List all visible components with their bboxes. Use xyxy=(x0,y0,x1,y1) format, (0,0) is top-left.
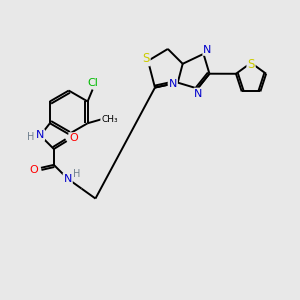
Text: Cl: Cl xyxy=(87,78,98,88)
Text: H: H xyxy=(27,132,35,142)
Text: H: H xyxy=(73,169,80,179)
Text: CH₃: CH₃ xyxy=(101,115,118,124)
Text: O: O xyxy=(30,165,38,175)
Text: O: O xyxy=(69,133,78,143)
Text: S: S xyxy=(142,52,150,65)
Text: S: S xyxy=(248,58,255,71)
Text: N: N xyxy=(194,88,203,98)
Text: N: N xyxy=(203,45,212,55)
Text: N: N xyxy=(36,130,44,140)
Text: N: N xyxy=(169,79,177,88)
Text: N: N xyxy=(64,174,72,184)
